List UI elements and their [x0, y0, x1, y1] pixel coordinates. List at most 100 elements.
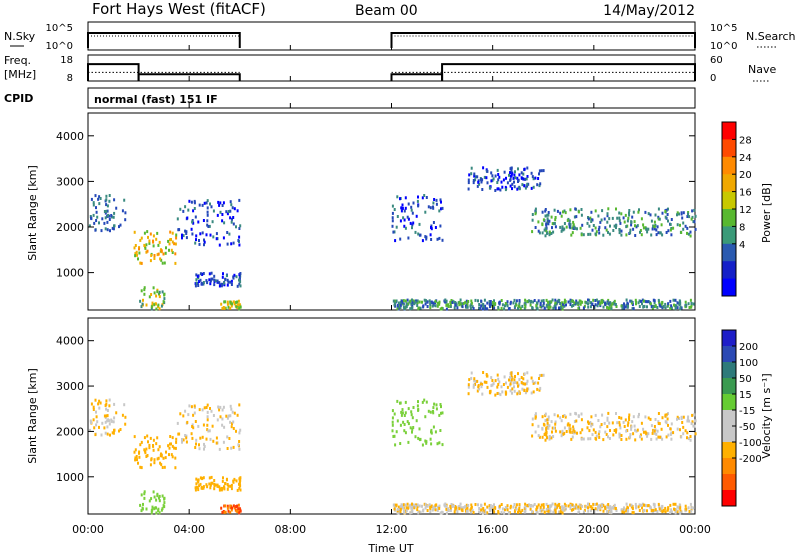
velocity-cell [146, 434, 149, 438]
velocity-cell [140, 466, 143, 470]
power-cell [631, 307, 634, 311]
velocity-cell [200, 486, 203, 489]
freq-segment-3 [441, 63, 696, 81]
power-cell [199, 232, 202, 236]
velocity-cell [658, 507, 661, 511]
power-cell [97, 197, 100, 201]
power-cell [554, 304, 557, 308]
velocity-cell [575, 419, 578, 423]
velocity-cell [238, 511, 241, 515]
power-cell [542, 218, 545, 222]
power-cell [218, 203, 221, 207]
power-cell [608, 232, 611, 236]
power-cell [688, 306, 691, 309]
power-cell [608, 217, 611, 221]
power-cell [523, 184, 526, 188]
velocity-cell [95, 410, 97, 414]
velocity-cell [215, 441, 218, 445]
velocity-cell [456, 510, 459, 514]
velocity-cell [223, 487, 226, 491]
velocity-cell [188, 404, 191, 408]
velocity-cell [572, 507, 575, 511]
power-cell [171, 251, 174, 254]
velocity-cell [537, 381, 540, 385]
power-cell [497, 173, 500, 176]
power-cell [667, 219, 669, 223]
velocity-cell [424, 415, 427, 419]
power-cell [654, 304, 657, 308]
velocity-cell [224, 482, 227, 486]
velocity-cell [539, 386, 542, 390]
velocity-cell [667, 506, 670, 510]
power-cell [90, 197, 93, 201]
power-cell [400, 206, 403, 210]
velocity-cell [474, 503, 477, 506]
power-cell [679, 305, 682, 309]
power-cell [416, 199, 419, 203]
power-cell [679, 307, 682, 311]
velocity-cell [171, 455, 174, 459]
velocity-cell [440, 411, 442, 415]
velocity-cell [174, 466, 177, 470]
power-cell [419, 306, 422, 310]
velocity-cell [153, 461, 156, 465]
velocity-cell [185, 440, 188, 444]
velocity-cell [532, 390, 535, 394]
velocity-cell [417, 511, 420, 515]
power-cell [577, 301, 580, 305]
power-cell [424, 210, 427, 214]
power-cell [156, 231, 159, 235]
power-cell [474, 178, 477, 182]
power-cell [106, 220, 109, 224]
velocity-cell [685, 507, 688, 511]
velocity-cell [417, 408, 420, 412]
velocity-cell [587, 422, 590, 425]
velocity-cell [502, 383, 505, 386]
station-title: Fort Hays West (fitACF) [92, 0, 266, 18]
power-cell [615, 224, 618, 227]
velocity-cell [693, 413, 696, 417]
velocity-cell [184, 409, 187, 413]
velocity-cell [579, 431, 582, 435]
power-cell [226, 212, 229, 216]
velocity-cell [104, 416, 107, 420]
power-cell [482, 305, 485, 309]
velocity-cell [490, 376, 493, 380]
power-cell [107, 213, 110, 217]
velocity-cell [199, 436, 202, 440]
velocity-cell [119, 428, 122, 431]
velocity-cell [550, 504, 553, 508]
velocity-cell [397, 505, 400, 509]
power-cell [562, 304, 565, 308]
velocity-cell [556, 505, 559, 509]
velocity-cell [231, 506, 234, 510]
velocity-cell [575, 503, 578, 507]
velocity-cell [606, 418, 609, 422]
velocity-cell [445, 507, 448, 511]
velocity-cell [543, 510, 546, 514]
power-cell [531, 218, 534, 222]
power-cell [653, 305, 656, 309]
power-cell [567, 300, 570, 304]
power-cell [609, 301, 612, 305]
velocity-cell [539, 509, 542, 513]
power-cell [432, 301, 435, 305]
velocity-cell [157, 448, 160, 452]
velocity-cell [490, 506, 493, 510]
nsky-tick-bottom: 10^0 [46, 41, 73, 52]
power-cell [510, 169, 513, 173]
velocity-cell [661, 510, 664, 514]
velocity-colorbar-label-5: -50 [739, 422, 755, 433]
velocity-cell [510, 374, 513, 378]
velocity-cell [150, 497, 153, 501]
velocity-cell [469, 510, 472, 514]
power-colorbar-swatch-1 [722, 139, 736, 158]
velocity-cell [425, 441, 428, 445]
power-cell [124, 211, 127, 215]
power-cell [220, 284, 223, 288]
velocity-cell [425, 400, 428, 404]
power-cell [486, 301, 489, 305]
power-cell [613, 299, 616, 303]
velocity-cell [496, 373, 499, 377]
velocity-cell [634, 502, 637, 506]
